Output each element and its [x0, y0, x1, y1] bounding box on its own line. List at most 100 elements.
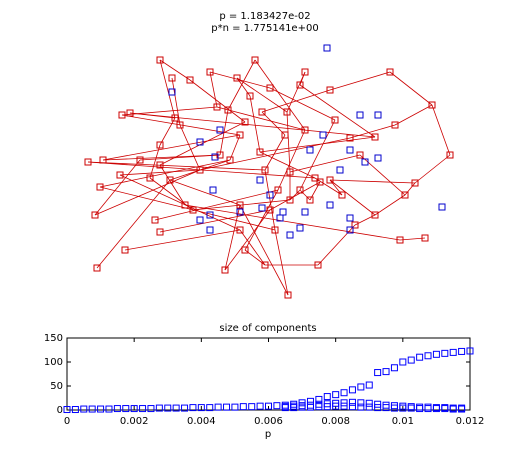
edge: [184, 204, 401, 241]
edge: [94, 159, 141, 216]
node: [382, 368, 390, 376]
node: [351, 221, 359, 229]
node: [226, 156, 234, 164]
node: [357, 383, 365, 391]
node: [296, 81, 304, 89]
node: [331, 116, 339, 124]
node: [172, 404, 180, 412]
node: [151, 216, 159, 224]
edge: [264, 169, 276, 231]
edge: [374, 194, 406, 216]
node: [365, 403, 373, 411]
node: [315, 403, 323, 411]
node: [374, 111, 382, 119]
node: [306, 146, 314, 154]
node: [256, 402, 264, 410]
node: [365, 381, 373, 389]
node: [396, 236, 404, 244]
edge: [277, 129, 306, 191]
node: [281, 404, 289, 412]
node: [281, 401, 289, 409]
node: [256, 148, 264, 156]
node: [326, 176, 334, 184]
edge: [102, 154, 221, 161]
edge: [169, 179, 241, 206]
node: [236, 226, 244, 234]
node: [386, 68, 394, 76]
node: [223, 403, 231, 411]
node: [424, 405, 432, 413]
node: [246, 92, 254, 100]
node: [399, 404, 407, 412]
node: [332, 402, 340, 410]
node: [346, 214, 354, 222]
node: [401, 191, 409, 199]
node: [266, 84, 274, 92]
node: [97, 405, 105, 413]
node: [283, 108, 291, 116]
node: [99, 156, 107, 164]
y-tick-label: 50: [50, 381, 63, 392]
node: [241, 246, 249, 254]
edge: [121, 114, 241, 136]
node: [326, 86, 334, 94]
edge: [431, 104, 451, 156]
edge: [259, 136, 376, 153]
node: [301, 126, 309, 134]
node: [156, 56, 164, 64]
edge: [264, 134, 286, 171]
node: [391, 121, 399, 129]
edge: [299, 119, 336, 191]
node: [80, 405, 88, 413]
edge: [209, 71, 218, 108]
node: [196, 138, 204, 146]
node: [256, 176, 264, 184]
node: [296, 186, 304, 194]
node: [189, 404, 197, 412]
node: [248, 403, 256, 411]
edge: [192, 199, 291, 211]
node: [88, 405, 96, 413]
node: [121, 246, 129, 254]
x-tick-label: 0.012: [456, 416, 485, 427]
node: [306, 397, 314, 405]
node: [407, 404, 415, 412]
edge: [179, 124, 201, 171]
edge: [224, 209, 271, 271]
edge: [259, 151, 316, 179]
node: [348, 386, 356, 394]
node: [466, 347, 474, 355]
node: [84, 158, 92, 166]
node: [126, 109, 134, 117]
edge: [399, 237, 426, 241]
node: [258, 204, 266, 212]
node: [274, 186, 282, 194]
node: [236, 131, 244, 139]
node: [209, 186, 217, 194]
node: [91, 211, 99, 219]
edge: [349, 124, 396, 139]
node: [416, 353, 424, 361]
node: [214, 403, 222, 411]
node: [113, 405, 121, 413]
edge: [414, 154, 451, 184]
node: [301, 208, 309, 216]
edge: [87, 161, 266, 171]
node: [356, 151, 364, 159]
node: [156, 228, 164, 236]
node: [357, 403, 365, 411]
node: [93, 264, 101, 272]
node: [326, 201, 334, 209]
chart-title: size of components: [219, 323, 316, 334]
node: [424, 403, 432, 411]
node: [411, 179, 419, 187]
node: [284, 291, 292, 299]
x-tick-label: 0.006: [254, 416, 283, 427]
node: [176, 121, 184, 129]
edge: [87, 161, 316, 179]
node: [273, 402, 281, 410]
node: [271, 226, 279, 234]
edge: [286, 71, 306, 113]
node: [323, 393, 331, 401]
edge: [359, 154, 406, 196]
